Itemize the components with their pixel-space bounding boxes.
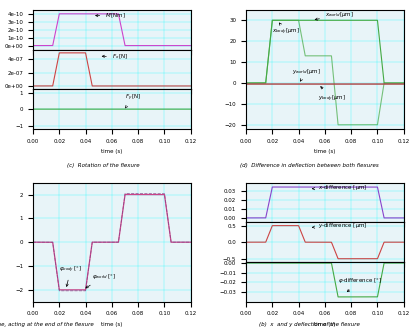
Text: $x_{body}[\mu{\rm m}]$: $x_{body}[\mu{\rm m}]$ bbox=[272, 23, 300, 37]
Text: (d)  Difference in deflection between both flexures: (d) Difference in deflection between bot… bbox=[240, 163, 378, 168]
Text: $\varphi_{world}\,[°]$: $\varphi_{world}\,[°]$ bbox=[86, 272, 116, 288]
Text: $y_{world}[\mu{\rm m}]$: $y_{world}[\mu{\rm m}]$ bbox=[292, 67, 321, 81]
Text: (b)  x  and y deflection of the flexure: (b) x and y deflection of the flexure bbox=[259, 322, 359, 327]
Text: $M\,[{\rm Nm}]$: $M\,[{\rm Nm}]$ bbox=[96, 12, 126, 20]
X-axis label: time (s): time (s) bbox=[101, 149, 122, 154]
Text: $y_{body}[\mu{\rm m}]$: $y_{body}[\mu{\rm m}]$ bbox=[318, 87, 346, 104]
Text: (c)  Rotation of the flexure: (c) Rotation of the flexure bbox=[67, 163, 139, 168]
Text: $y$-difference $[\mu{\rm m}]$: $y$-difference $[\mu{\rm m}]$ bbox=[312, 221, 368, 230]
X-axis label: time (s): time (s) bbox=[314, 149, 335, 154]
Text: $F_y\,[{\rm N}]$: $F_y\,[{\rm N}]$ bbox=[125, 93, 141, 108]
Text: $\varphi$-difference $[°]$: $\varphi$-difference $[°]$ bbox=[338, 277, 382, 292]
Text: $x$-difference $[\mu{\rm m}]$: $x$-difference $[\mu{\rm m}]$ bbox=[312, 183, 368, 192]
Text: $x_{world}[\mu{\rm m}]$: $x_{world}[\mu{\rm m}]$ bbox=[315, 10, 353, 20]
Text: (a) Force and torque, acting at the end of the flexure: (a) Force and torque, acting at the end … bbox=[0, 322, 94, 327]
X-axis label: time (s): time (s) bbox=[314, 322, 335, 327]
Text: $F_x\,[{\rm N}]$: $F_x\,[{\rm N}]$ bbox=[102, 52, 128, 61]
X-axis label: time (s): time (s) bbox=[101, 322, 122, 327]
Text: $\varphi_{body}\,[°]$: $\varphi_{body}\,[°]$ bbox=[59, 264, 82, 286]
